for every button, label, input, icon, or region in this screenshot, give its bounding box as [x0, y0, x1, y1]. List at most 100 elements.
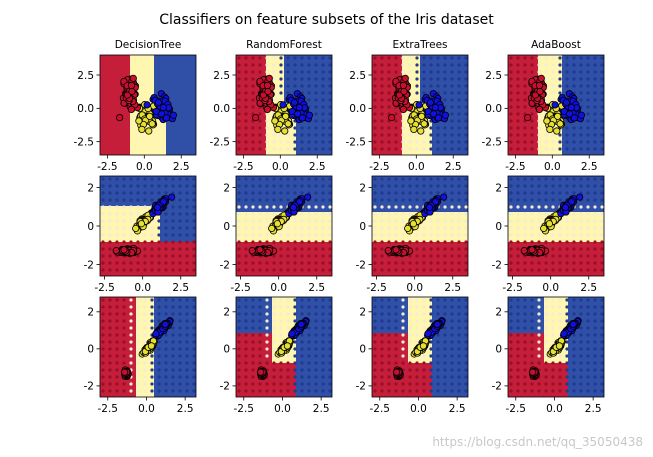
- region-cell: [390, 61, 396, 67]
- grid-dot: [286, 261, 290, 265]
- region-cell: [514, 248, 520, 254]
- grid-dot: [265, 56, 269, 60]
- grid-dot: [286, 140, 290, 144]
- region-cell: [320, 109, 326, 115]
- y-tick-label: 2: [495, 182, 502, 194]
- region-cell: [378, 79, 384, 85]
- grid-dot: [394, 198, 398, 202]
- region-cell: [598, 85, 604, 91]
- grid-dot: [373, 219, 377, 223]
- grid-dot: [286, 184, 290, 188]
- region-cell: [532, 260, 538, 266]
- region-cell: [178, 115, 184, 121]
- grid-dot: [192, 198, 196, 202]
- grid-dot: [408, 261, 412, 265]
- region-cell: [444, 260, 450, 266]
- region-cell: [100, 79, 106, 85]
- region-cell: [112, 357, 118, 363]
- grid-dot: [178, 233, 182, 237]
- region-cell: [160, 73, 166, 79]
- region-cell: [142, 91, 148, 97]
- grid-dot: [237, 112, 241, 116]
- region-cell: [396, 121, 402, 127]
- region-cell: [456, 79, 462, 85]
- grid-dot: [429, 240, 433, 244]
- region-cell: [106, 321, 112, 327]
- grid-dot: [457, 56, 461, 60]
- grid-dot: [457, 140, 461, 144]
- grid-dot: [593, 112, 597, 116]
- grid-dot: [530, 56, 534, 60]
- region-cell: [550, 206, 556, 212]
- region-cell: [124, 315, 130, 321]
- grid-dot: [579, 205, 583, 209]
- grid-dot: [551, 133, 555, 137]
- region-cell: [100, 369, 106, 375]
- region-cell: [260, 188, 266, 194]
- region-cell: [592, 272, 598, 276]
- region-cell: [526, 188, 532, 194]
- region-cell: [402, 176, 408, 182]
- grid-dot: [251, 212, 255, 216]
- region-cell: [242, 79, 248, 85]
- grid-dot: [408, 268, 412, 272]
- grid-dot: [373, 56, 377, 60]
- grid-dot: [279, 184, 283, 188]
- region-cell: [112, 188, 118, 194]
- region-cell: [100, 151, 106, 155]
- region-cell: [166, 236, 172, 242]
- region-cell: [278, 242, 284, 248]
- region-cell: [154, 182, 160, 188]
- region-cell: [136, 357, 142, 363]
- y-tick-label: 2: [87, 182, 94, 194]
- grid-dot: [572, 84, 576, 88]
- grid-dot: [101, 177, 105, 181]
- region-cell: [462, 121, 468, 127]
- grid-dot: [314, 191, 318, 195]
- region-cell: [432, 176, 438, 182]
- region-cell: [272, 194, 278, 200]
- grid-dot: [265, 70, 269, 74]
- region-cell: [172, 67, 178, 73]
- region-cell: [462, 236, 468, 242]
- region-cell: [290, 127, 296, 133]
- region-cell: [130, 212, 136, 218]
- region-cell: [586, 79, 592, 85]
- data-point: [120, 246, 128, 254]
- region-cell: [544, 79, 550, 85]
- region-cell: [408, 67, 414, 73]
- region-cell: [254, 224, 260, 230]
- region-cell: [130, 381, 136, 387]
- grid-dot: [579, 212, 583, 216]
- grid-dot: [586, 219, 590, 223]
- region-cell: [172, 55, 178, 61]
- grid-dot: [464, 119, 468, 123]
- grid-dot: [565, 191, 569, 195]
- grid-dot: [450, 147, 454, 151]
- grid-dot: [586, 212, 590, 216]
- region-cell: [592, 109, 598, 115]
- region-cell: [166, 254, 172, 260]
- region-cell: [426, 236, 432, 242]
- y-tick-label: 2: [359, 182, 366, 194]
- region-cell: [544, 242, 550, 248]
- grid-dot: [293, 261, 297, 265]
- region-cell: [308, 248, 314, 254]
- grid-dot: [586, 112, 590, 116]
- region-cell: [302, 260, 308, 266]
- region-cell: [236, 188, 242, 194]
- grid-dot: [380, 240, 384, 244]
- x-tick-label: 2.5: [173, 161, 190, 173]
- grid-dot: [122, 184, 126, 188]
- region-cell: [160, 218, 166, 224]
- grid-dot: [258, 240, 262, 244]
- grid-dot: [509, 112, 513, 116]
- region-cell: [296, 85, 302, 91]
- grid-dot: [258, 226, 262, 230]
- region-cell: [190, 61, 196, 67]
- grid-dot: [457, 247, 461, 251]
- region-cell: [456, 188, 462, 194]
- region-cell: [172, 254, 178, 260]
- region-cell: [514, 200, 520, 206]
- grid-dot: [171, 177, 175, 181]
